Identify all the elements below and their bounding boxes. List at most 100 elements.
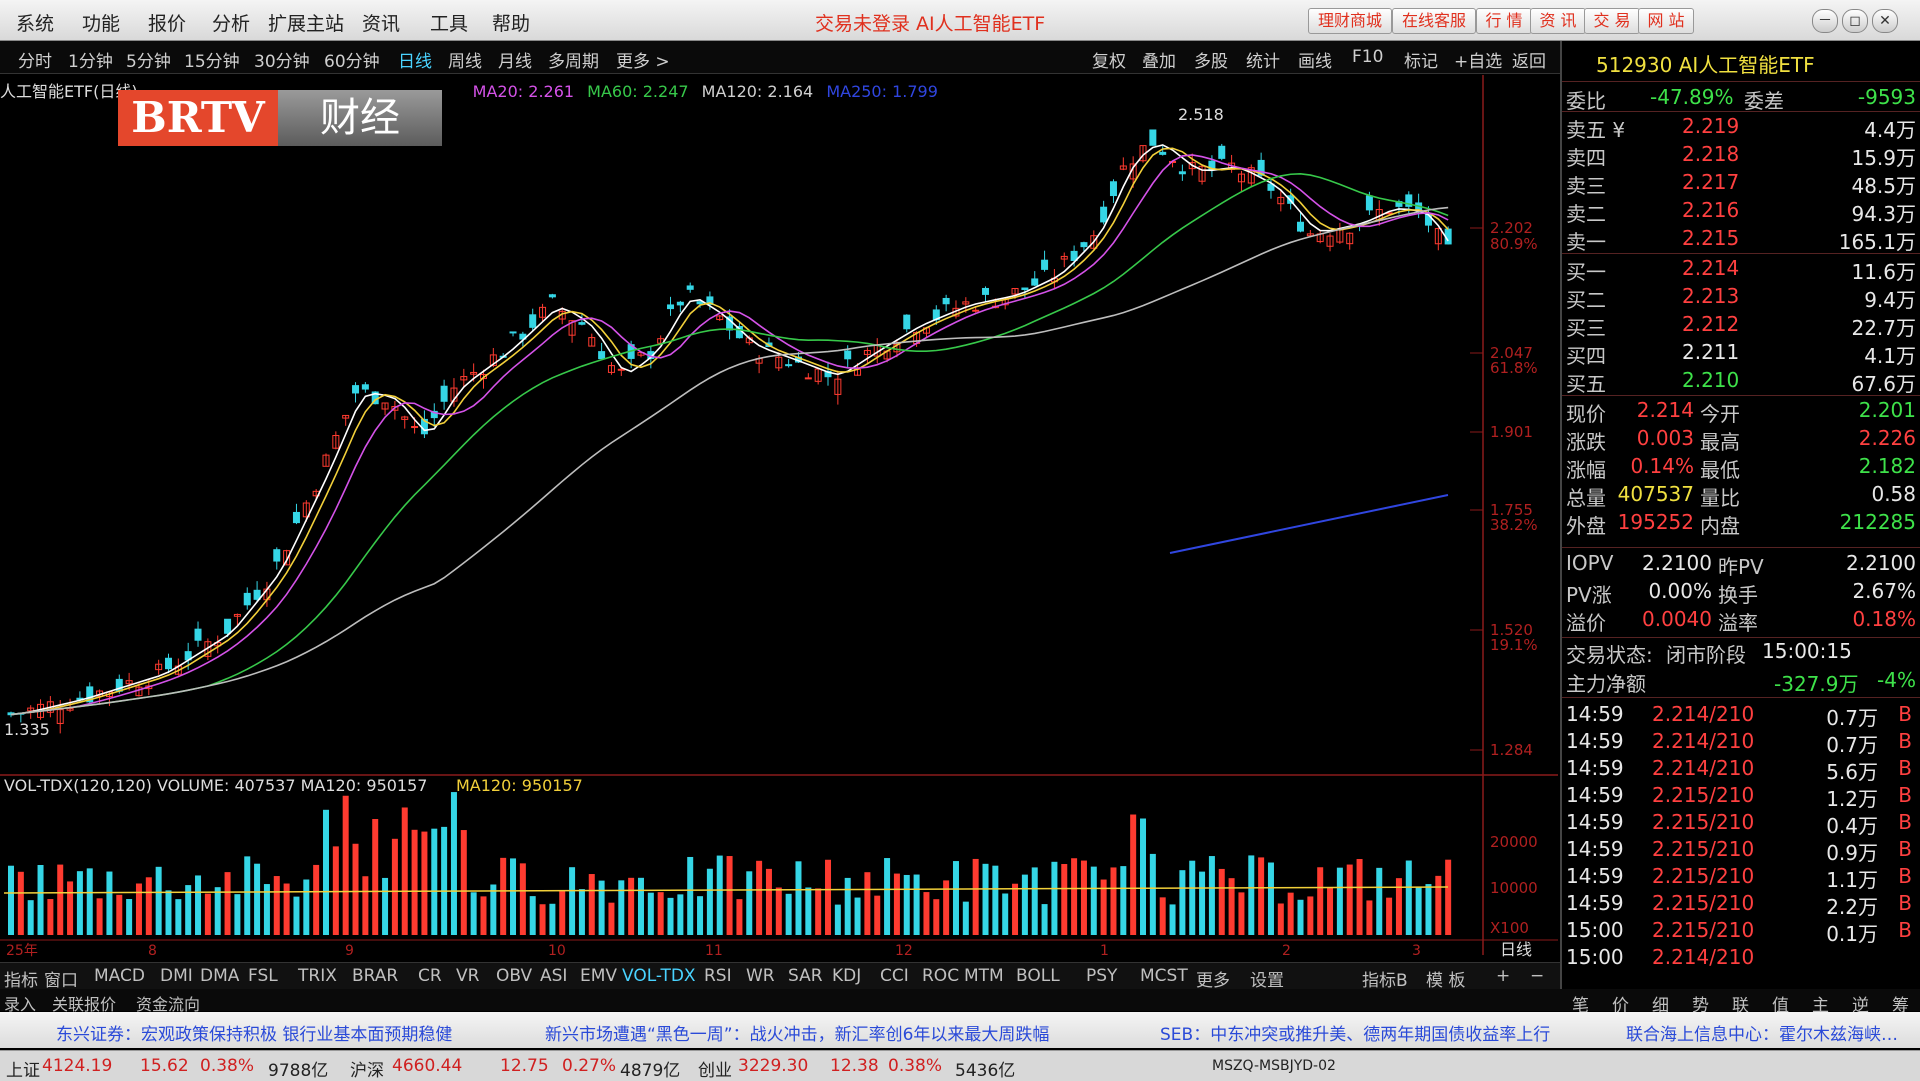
menu-quote[interactable]: 报价	[148, 13, 187, 35]
tool-adjust[interactable]: 复权	[1092, 52, 1126, 72]
minimize-icon[interactable]: －	[1812, 9, 1838, 33]
period-intraday[interactable]: 分时	[18, 52, 52, 72]
indicator-tab-vr[interactable]: VR	[456, 966, 480, 986]
menu-extended[interactable]: 扩展主站	[268, 13, 345, 35]
iopv-row[interactable]: IOPV 2.2100 昨PV 2.2100	[1562, 551, 1920, 579]
tool-multi-stock[interactable]: 多股	[1194, 52, 1228, 72]
indicator-right-button[interactable]: 模 板	[1426, 971, 1466, 991]
bid-row[interactable]: 买四 2.211 4.1万	[1562, 340, 1920, 368]
ask-row[interactable]: 卖四 2.218 15.9万	[1562, 142, 1920, 170]
indicator-tab-wr[interactable]: WR	[746, 966, 775, 986]
tool-overlay[interactable]: 叠加	[1142, 52, 1176, 72]
period-weekly[interactable]: 周线	[448, 52, 482, 72]
tab-fund-flow[interactable]: 资金流向	[136, 995, 201, 1014]
indicator-tab-指标[interactable]: 指标	[4, 971, 38, 991]
ask-row[interactable]: 卖五 ¥ 2.219 4.4万	[1562, 114, 1920, 142]
market-button[interactable]: 行 情	[1476, 8, 1532, 34]
tick-row[interactable]: 14:59 2.214/210 5.6万 B	[1562, 756, 1920, 784]
panel-tab[interactable]: 细	[1652, 996, 1669, 1016]
tool-mark[interactable]: 标记	[1404, 52, 1438, 72]
period-daily[interactable]: 日线	[398, 52, 432, 72]
period-15min[interactable]: 15分钟	[184, 52, 240, 72]
tool-f10[interactable]: F10	[1352, 47, 1384, 67]
stat-row[interactable]: 涨幅 0.14% 最低 2.182	[1562, 454, 1920, 482]
indicator-right-button[interactable]: +	[1496, 966, 1511, 986]
maximize-icon[interactable]: ◻	[1842, 9, 1868, 33]
tick-row[interactable]: 15:00 2.215/210 0.1万 B	[1562, 918, 1920, 946]
indicator-right-button[interactable]: −	[1530, 966, 1545, 986]
period-more[interactable]: 更多 >	[616, 52, 670, 72]
trade-button[interactable]: 交 易	[1584, 8, 1640, 34]
indicator-tab-macd[interactable]: MACD	[94, 966, 145, 986]
period-multi[interactable]: 多周期	[548, 52, 599, 72]
indicator-tab-窗口[interactable]: 窗口	[44, 971, 78, 991]
news-item[interactable]: 新兴市场遭遇“黑色一周”：战火冲击，新汇率创6年以来最大周跌幅	[545, 1025, 1050, 1045]
stat-row[interactable]: 现价 2.214 今开 2.201	[1562, 398, 1920, 426]
tool-draw[interactable]: 画线	[1298, 52, 1332, 72]
panel-tab[interactable]: 势	[1692, 996, 1709, 1016]
indicator-tab-sar[interactable]: SAR	[788, 966, 823, 986]
ask-row[interactable]: 卖二 2.216 94.3万	[1562, 198, 1920, 226]
bid-row[interactable]: 买五 2.210 67.6万	[1562, 368, 1920, 396]
panel-tab[interactable]: 价	[1612, 996, 1629, 1016]
indicator-tab-dmi[interactable]: DMI	[160, 966, 193, 986]
info-button[interactable]: 资 讯	[1530, 8, 1586, 34]
indicator-tab-rsi[interactable]: RSI	[704, 966, 732, 986]
iopv-row[interactable]: PV涨 0.00% 换手 2.67%	[1562, 579, 1920, 607]
news-item[interactable]: SEB：中东冲突或推升美、德两年期国债收益率上行	[1160, 1025, 1551, 1045]
indicator-tab-emv[interactable]: EMV	[580, 966, 618, 986]
indicator-tab-vol-tdx[interactable]: VOL-TDX	[622, 966, 696, 986]
menu-system[interactable]: 系统	[16, 13, 55, 35]
indicator-tab-psy[interactable]: PSY	[1086, 966, 1118, 986]
tab-input[interactable]: 录入	[4, 995, 37, 1014]
period-30min[interactable]: 30分钟	[254, 52, 310, 72]
stat-row[interactable]: 总量 407537 量比 0.58	[1562, 482, 1920, 510]
indicator-tab-cci[interactable]: CCI	[880, 966, 909, 986]
panel-tab[interactable]: 联	[1732, 996, 1749, 1016]
indicator-tab-mtm[interactable]: MTM	[964, 966, 1004, 986]
stat-row[interactable]: 外盘 195252 内盘 212285	[1562, 510, 1920, 538]
stat-row[interactable]: 涨跌 0.003 最高 2.226	[1562, 426, 1920, 454]
indicator-tab-trix[interactable]: TRIX	[298, 966, 337, 986]
menu-news[interactable]: 资讯	[362, 13, 401, 35]
panel-tab[interactable]: 筹	[1892, 996, 1909, 1016]
tick-row[interactable]: 14:59 2.215/210 1.2万 B	[1562, 783, 1920, 811]
panel-tab[interactable]: 笔	[1572, 996, 1589, 1016]
website-button[interactable]: 网 站	[1638, 8, 1694, 34]
indicator-tab-roc[interactable]: ROC	[922, 966, 960, 986]
wealth-mall-button[interactable]: 理财商城	[1308, 8, 1392, 34]
period-60min[interactable]: 60分钟	[324, 52, 380, 72]
ask-row[interactable]: 卖一 2.215 165.1万	[1562, 226, 1920, 254]
period-5min[interactable]: 5分钟	[126, 52, 171, 72]
close-icon[interactable]: ✕	[1872, 9, 1898, 33]
indicator-tab-设置[interactable]: 设置	[1250, 971, 1284, 991]
menu-tools[interactable]: 工具	[430, 13, 469, 35]
indicator-tab-dma[interactable]: DMA	[200, 966, 240, 986]
menu-function[interactable]: 功能	[82, 13, 121, 35]
bid-row[interactable]: 买一 2.214 11.6万	[1562, 256, 1920, 284]
tick-row[interactable]: 14:59 2.215/210 1.1万 B	[1562, 864, 1920, 892]
news-item[interactable]: 东兴证券：宏观政策保持积极 银行业基本面预期稳健	[56, 1025, 453, 1045]
tool-back[interactable]: 返回	[1512, 52, 1546, 72]
kline-chart[interactable]: 2.518 1.335 2.202 2.047 1.901 1.755 1.52…	[0, 75, 1558, 960]
ask-row[interactable]: 卖三 2.217 48.5万	[1562, 170, 1920, 198]
period-1min[interactable]: 1分钟	[68, 52, 113, 72]
menu-analysis[interactable]: 分析	[212, 13, 251, 35]
bid-row[interactable]: 买二 2.213 9.4万	[1562, 284, 1920, 312]
news-item[interactable]: 联合海上信息中心：霍尔木兹海峡…	[1626, 1025, 1898, 1045]
bid-row[interactable]: 买三 2.212 22.7万	[1562, 312, 1920, 340]
indicator-tab-boll[interactable]: BOLL	[1016, 966, 1060, 986]
tab-related-quote[interactable]: 关联报价	[52, 995, 117, 1014]
tool-add-watch[interactable]: +自选	[1454, 52, 1503, 72]
indicator-tab-asi[interactable]: ASI	[540, 966, 568, 986]
panel-tab[interactable]: 主	[1812, 996, 1829, 1016]
tick-row[interactable]: 14:59 2.215/210 2.2万 B	[1562, 891, 1920, 919]
online-service-button[interactable]: 在线客服	[1392, 8, 1476, 34]
indicator-tab-obv[interactable]: OBV	[496, 966, 533, 986]
iopv-row[interactable]: 溢价 0.0040 溢率 0.18%	[1562, 607, 1920, 635]
period-monthly[interactable]: 月线	[498, 52, 532, 72]
panel-tab[interactable]: 逆	[1852, 996, 1869, 1016]
indicator-tab-更多[interactable]: 更多	[1196, 971, 1230, 991]
indicator-tab-brar[interactable]: BRAR	[352, 966, 399, 986]
main-flow-row[interactable]: 主力净额 -327.9万 -4%	[1562, 668, 1920, 696]
